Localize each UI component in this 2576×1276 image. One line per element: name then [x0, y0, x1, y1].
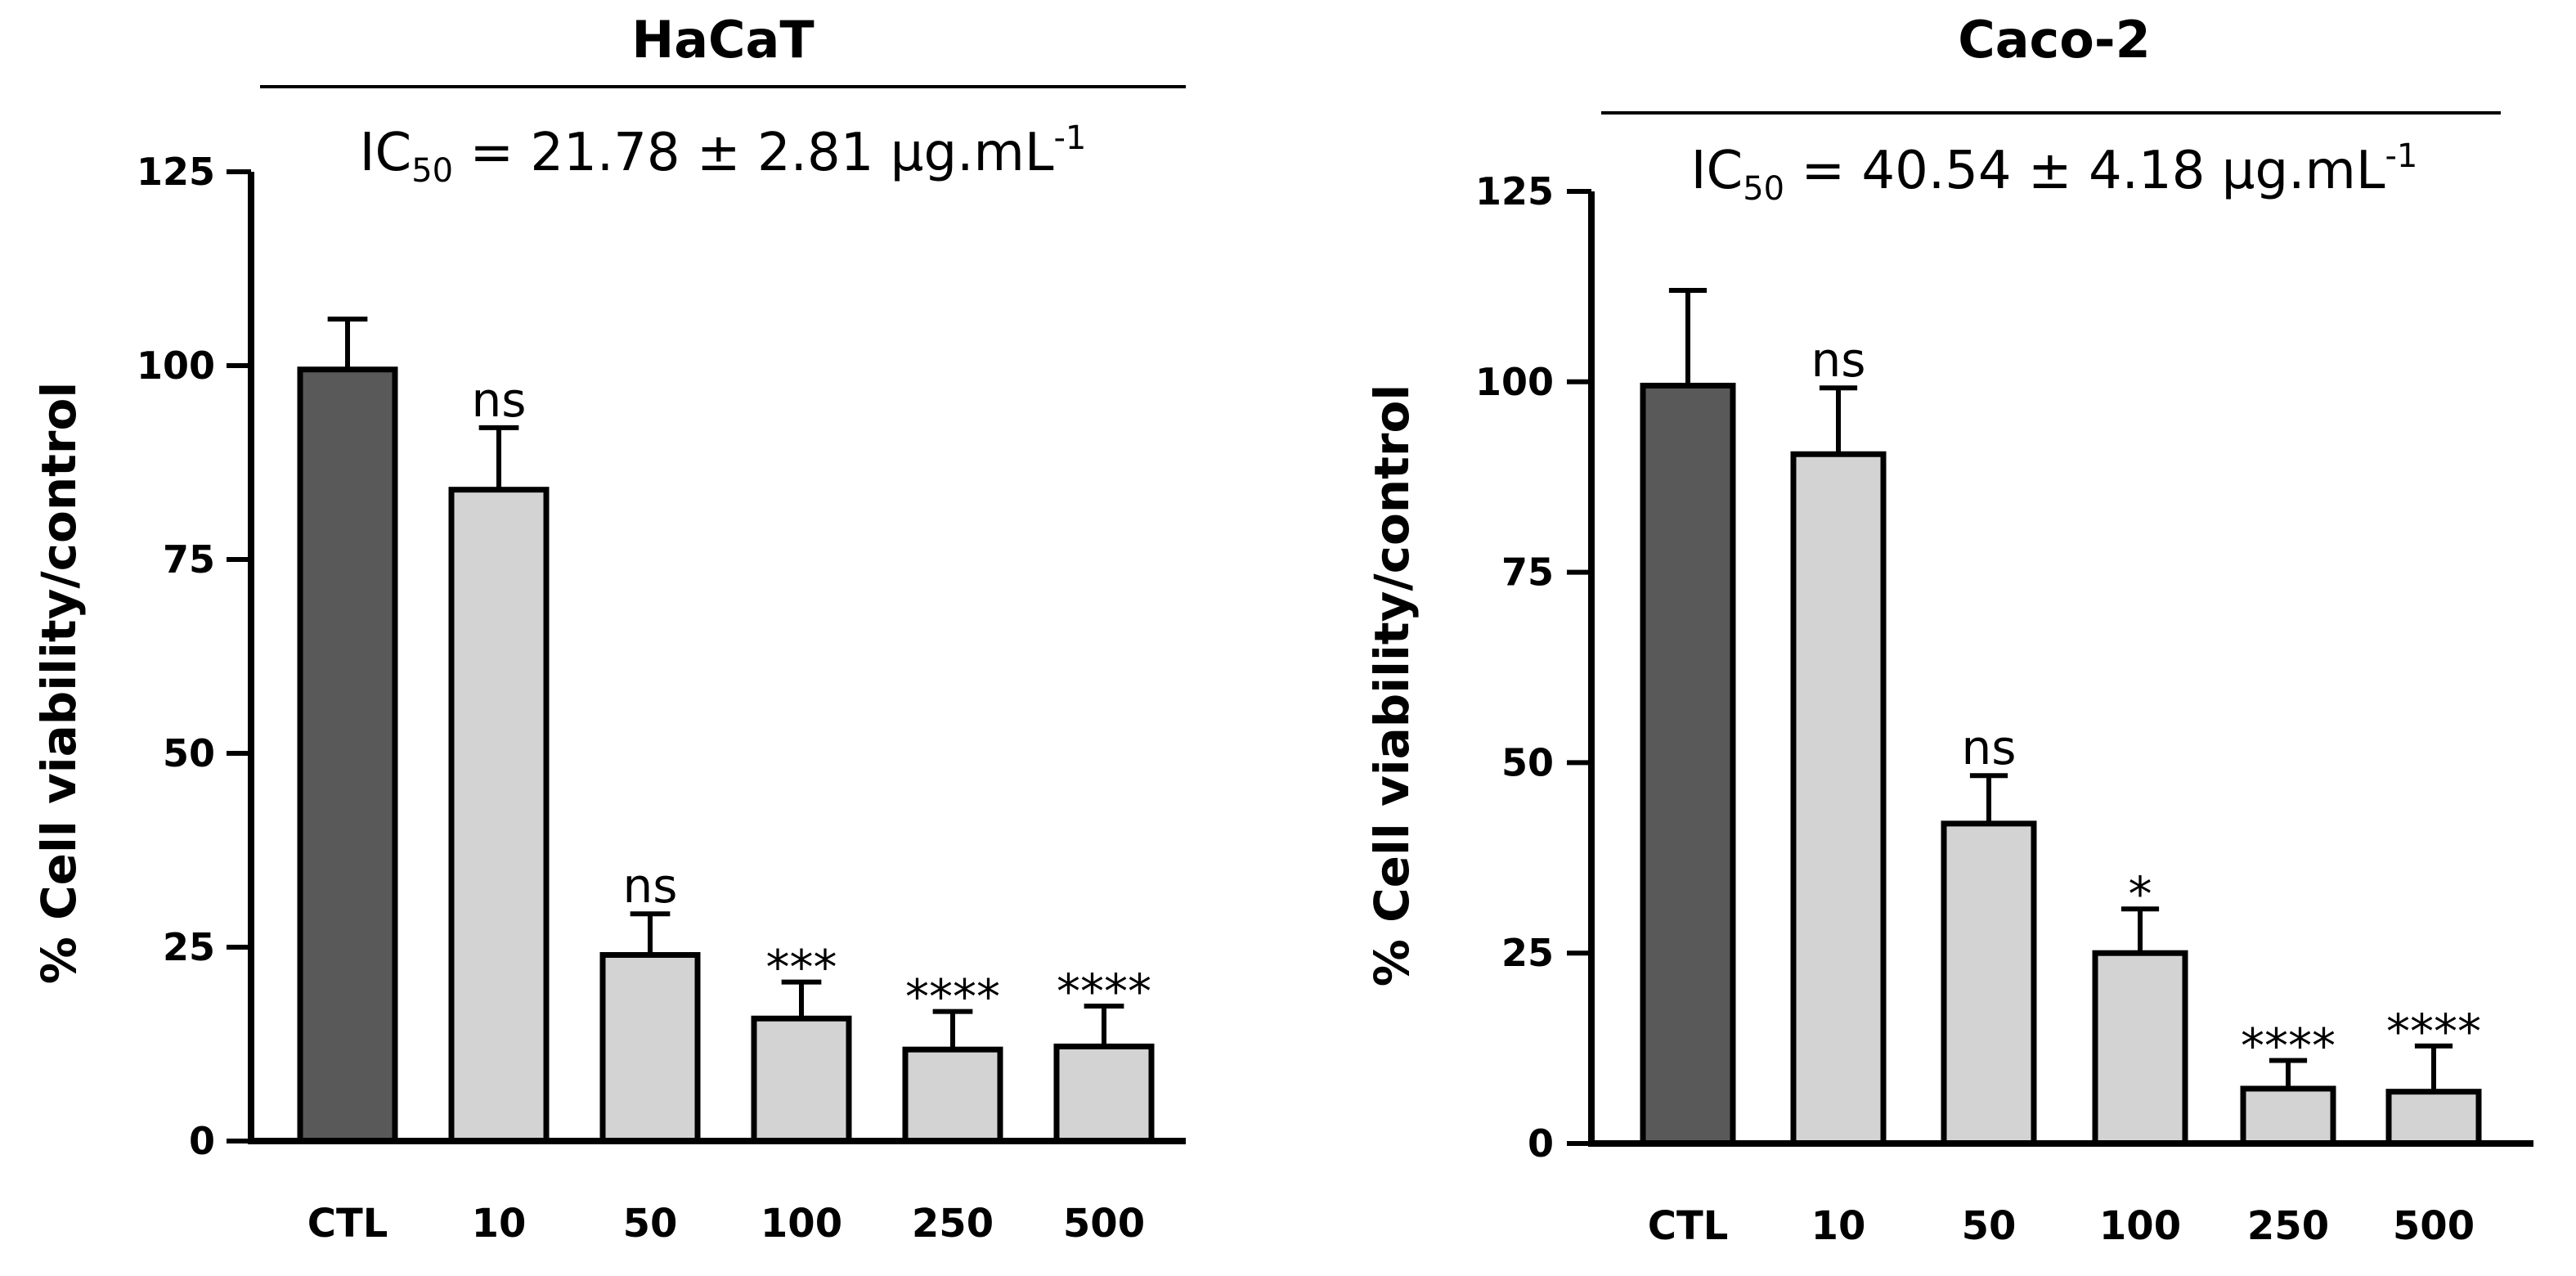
significance-label: ****	[1057, 964, 1151, 1019]
y-tick-label: 50	[1501, 740, 1554, 784]
significance-label: ns	[623, 858, 678, 914]
bar	[599, 951, 701, 1144]
significance-label: ****	[2386, 1004, 2481, 1059]
bar	[751, 1015, 852, 1144]
x-tick-label: CTL	[307, 1201, 388, 1247]
x-tick-label: 250	[912, 1201, 994, 1247]
x-tick-label: 100	[761, 1201, 842, 1247]
x-tick-label: 100	[2099, 1203, 2181, 1249]
significance-label: ****	[905, 969, 1000, 1025]
x-tick-label: 500	[1063, 1201, 1145, 1247]
chart-panel-caco2: Caco-2 IC50 = 40.54 ± 4.18 µg.mL-1 % Cel…	[1364, 10, 2533, 1249]
y-tick-label: 125	[137, 150, 215, 194]
ic50-label: IC50 = 21.78 ± 2.81 µg.mL-1	[360, 119, 1087, 190]
chart-title: Caco-2	[1958, 10, 2151, 70]
bar	[2092, 950, 2188, 1147]
significance-label: *	[2129, 866, 2152, 922]
x-tick-label: 50	[1962, 1203, 2017, 1249]
x-tick-label: CTL	[1648, 1203, 1729, 1249]
y-tick-label: 0	[1528, 1121, 1554, 1166]
y-axis-label: % Cell viability/control	[31, 382, 87, 984]
x-tick-label: 250	[2247, 1203, 2329, 1249]
significance-label: ****	[2241, 1018, 2336, 1073]
x-tick-label: 500	[2393, 1203, 2475, 1249]
bar	[1053, 1043, 1155, 1144]
y-ticks: 0 25 50 75 100 125	[137, 150, 251, 1163]
significance-label: ***	[766, 940, 837, 995]
significance-label: ns	[1962, 720, 2017, 775]
x-tick-label: 10	[472, 1201, 527, 1247]
x-ticks: CTL 10 50 100 250 500	[307, 1201, 1145, 1247]
x-tick-label: 10	[1811, 1203, 1866, 1249]
x-ticks: CTL 10 50 100 250 500	[1648, 1203, 2475, 1249]
bar	[1790, 451, 1887, 1147]
y-tick-label: 25	[1501, 931, 1554, 975]
bar	[1640, 382, 1736, 1147]
y-tick-label: 0	[189, 1119, 215, 1163]
bar	[2385, 1089, 2482, 1147]
y-tick-label: 50	[163, 731, 215, 775]
significance-label: ns	[472, 372, 527, 428]
bar	[297, 366, 398, 1144]
y-ticks: 0 25 50 75 100 125	[1475, 169, 1591, 1166]
y-tick-label: 100	[137, 344, 215, 388]
x-tick-label: 50	[623, 1201, 678, 1247]
y-axis-label: % Cell viability/control	[1364, 384, 1420, 986]
ic50-label: IC50 = 40.54 ± 4.18 µg.mL-1	[1691, 137, 2418, 208]
y-tick-label: 125	[1475, 169, 1554, 213]
y-tick-label: 75	[163, 537, 215, 582]
y-tick-label: 75	[1501, 550, 1554, 595]
significance-label: ns	[1811, 332, 1866, 388]
bar	[2240, 1085, 2336, 1147]
chart-panel-hacat: HaCaT IC50 = 21.78 ± 2.81 µg.mL-1 % Cell…	[31, 10, 1186, 1247]
chart-title: HaCaT	[631, 10, 814, 70]
bar	[902, 1046, 1003, 1144]
y-tick-label: 100	[1475, 360, 1554, 404]
y-tick-label: 25	[163, 925, 215, 969]
bar	[448, 487, 550, 1144]
bar	[1941, 820, 2037, 1147]
